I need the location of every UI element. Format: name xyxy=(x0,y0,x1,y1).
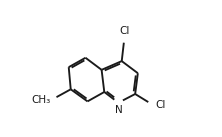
Bar xyxy=(116,102,121,109)
Text: N: N xyxy=(115,105,122,115)
Bar xyxy=(45,96,55,103)
Text: CH₃: CH₃ xyxy=(31,95,50,105)
Bar xyxy=(119,32,129,39)
Bar xyxy=(150,101,160,108)
Text: Cl: Cl xyxy=(119,26,130,36)
Text: Cl: Cl xyxy=(155,100,165,110)
